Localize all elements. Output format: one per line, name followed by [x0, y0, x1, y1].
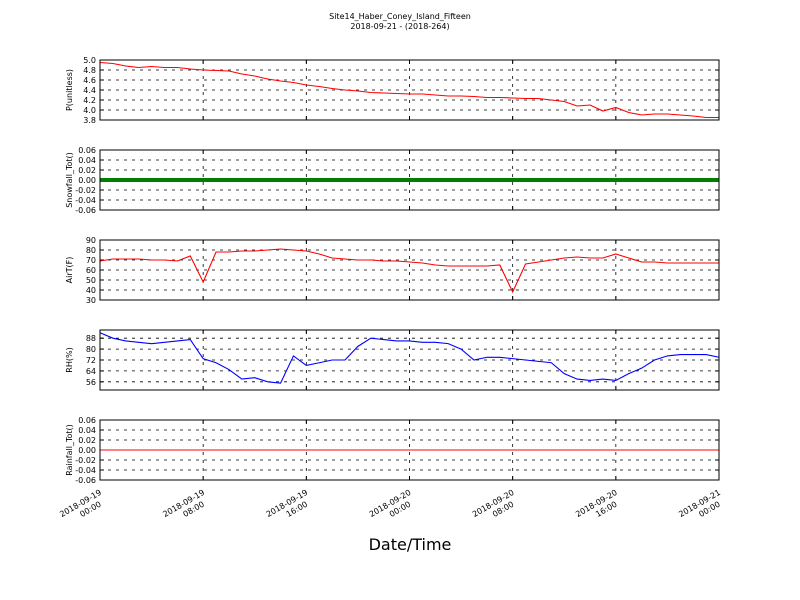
y-tick-label: -0.06 — [75, 476, 96, 485]
y-tick-label: 0.06 — [78, 146, 96, 155]
y-tick-label: 0.02 — [78, 436, 96, 445]
y-tick-label: 4.6 — [83, 76, 96, 85]
y-tick-label: 4.4 — [83, 86, 96, 95]
y-tick-label: 0.06 — [78, 416, 96, 425]
y-tick-label: 0.04 — [78, 426, 96, 435]
y-tick-label: -0.04 — [75, 196, 96, 205]
y-tick-label: 0.02 — [78, 166, 96, 175]
y-tick-label: 4.0 — [83, 106, 96, 115]
plot-frame — [99, 59, 720, 121]
x-axis-label: Date/Time — [369, 535, 452, 554]
y-tick-label: -0.02 — [75, 186, 96, 195]
chart-title: Site14_Haber_Coney_Island_Fifteen — [329, 12, 471, 21]
data-line — [99, 61, 719, 119]
y-tick-label: 0.00 — [78, 446, 96, 455]
plot-frame — [99, 239, 720, 301]
y-tick-label: 30 — [86, 296, 96, 305]
data-line — [99, 248, 719, 294]
y-tick-label: 4.2 — [83, 96, 96, 105]
y-axis-label: Snowfall_Tot() — [65, 152, 74, 208]
y-tick-label: -0.06 — [75, 206, 96, 215]
y-tick-label: 80 — [86, 345, 96, 354]
y-tick-label: 3.8 — [83, 116, 96, 125]
y-tick-label: 40 — [86, 286, 96, 295]
y-axis-label: P(unitless) — [65, 69, 74, 111]
y-axis-label: AirT(F) — [65, 257, 74, 284]
chart-subtitle: 2018-09-21 - (2018-264) — [350, 22, 449, 31]
y-tick-label: -0.02 — [75, 456, 96, 465]
y-tick-label: 70 — [86, 256, 96, 265]
y-tick-label: 60 — [86, 266, 96, 275]
y-tick-label: 0.00 — [78, 176, 96, 185]
y-axis-label: RH(%) — [65, 347, 74, 372]
data-line — [99, 332, 720, 384]
y-axis-label: Rainfall_Tot() — [65, 424, 74, 476]
y-tick-label: 72 — [86, 356, 96, 365]
y-tick-label: 88 — [86, 334, 96, 343]
plot-frame — [99, 149, 720, 211]
y-tick-label: 0.04 — [78, 156, 96, 165]
y-tick-label: 4.8 — [83, 66, 96, 75]
y-tick-label: 5.0 — [83, 56, 96, 65]
y-tick-label: 50 — [86, 276, 96, 285]
y-tick-label: 64 — [86, 367, 96, 376]
y-tick-label: 90 — [86, 236, 96, 245]
y-tick-label: 80 — [86, 246, 96, 255]
y-tick-label: -0.04 — [75, 466, 96, 475]
y-tick-label: 56 — [86, 378, 96, 387]
plot-frame — [99, 419, 720, 481]
plot-frame — [99, 329, 720, 391]
